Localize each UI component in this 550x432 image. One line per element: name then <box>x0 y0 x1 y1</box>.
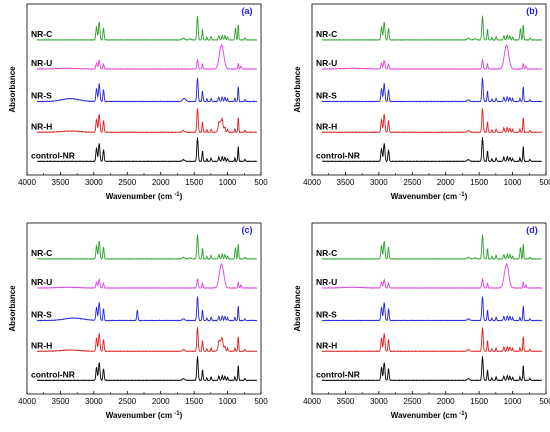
series-label: NR-U <box>31 277 52 287</box>
x-tick-label: 1500 <box>470 397 488 406</box>
x-tick-label: 3000 <box>370 178 388 187</box>
series-line-nr-u <box>36 263 258 290</box>
x-axis-title: Wavenumber (cm -1) <box>106 411 183 420</box>
series-line-nr-h <box>36 327 258 353</box>
series-line-control-nr <box>321 356 543 382</box>
x-tick-label: 1500 <box>185 397 203 406</box>
x-tick-label: 4000 <box>18 178 36 187</box>
series-label: NR-C <box>31 29 52 39</box>
x-tick-label: 3500 <box>337 178 355 187</box>
series-line-nr-u <box>321 44 543 70</box>
x-tick-label: 1000 <box>504 397 522 406</box>
x-axis-title: Wavenumber (cm -1) <box>391 411 468 420</box>
panel-1: NR-C NR-U NR-S NR-H control-NR (a) 4000 3500 300… <box>8 3 268 201</box>
series-label: control-NR <box>316 369 360 379</box>
panel-2: NR-C NR-U NR-S NR-H control-NR (b) 4000 3500 300… <box>293 3 550 201</box>
series-line-nr-c <box>321 234 542 261</box>
series-line-nr-u <box>36 44 258 70</box>
x-tick-label: 3500 <box>52 178 70 187</box>
series-line-control-nr <box>37 137 258 163</box>
series-line-nr-s <box>37 77 258 103</box>
y-axis-title: Absorbance <box>293 285 302 332</box>
x-tick-label: 2500 <box>118 397 136 406</box>
series-label: NR-U <box>316 277 337 287</box>
series-line-nr-s <box>322 77 543 103</box>
series-label: NR-C <box>316 248 337 258</box>
x-tick-label: 4000 <box>18 397 36 406</box>
x-tick-label: 1000 <box>219 397 237 406</box>
x-axis-title: Wavenumber (cm -1) <box>391 192 468 201</box>
series-line-nr-h <box>36 108 258 134</box>
series-line-nr-u <box>322 263 543 289</box>
x-tick-label: 3500 <box>337 397 355 406</box>
series-label: NR-H <box>31 121 52 131</box>
series-line-nr-c <box>36 15 258 41</box>
series-line-nr-s <box>321 296 543 322</box>
series-label: NR-S <box>316 309 337 319</box>
x-tick-label: 2000 <box>437 397 455 406</box>
series-label: NR-U <box>31 58 52 68</box>
y-axis-title: Absorbance <box>293 66 302 113</box>
x-tick-label: 500 <box>254 397 268 406</box>
x-tick-label: 1000 <box>504 178 522 187</box>
x-tick-label: 1500 <box>185 178 203 187</box>
x-tick-label: 2000 <box>437 178 455 187</box>
series-line-nr-c <box>321 15 543 41</box>
series-label: NR-C <box>31 248 52 258</box>
series-label: NR-S <box>31 90 52 100</box>
panel-3: NR-C NR-U NR-S NR-H control-NR (c) 4000 3500 300… <box>8 222 268 420</box>
panel-label: (a) <box>242 6 253 16</box>
x-tick-label: 3000 <box>85 397 103 406</box>
y-axis-title: Absorbance <box>8 285 17 332</box>
x-tick-label: 500 <box>539 397 550 406</box>
panel-label: (b) <box>526 6 538 16</box>
x-tick-label: 500 <box>254 178 268 187</box>
series-line-nr-c <box>36 234 258 261</box>
series-label: NR-C <box>316 29 337 39</box>
x-tick-label: 2500 <box>118 178 136 187</box>
x-tick-label: 2000 <box>152 178 170 187</box>
x-tick-label: 4000 <box>303 178 321 187</box>
series-label: control-NR <box>31 369 75 379</box>
series-line-control-nr <box>36 356 258 382</box>
x-tick-label: 2500 <box>403 178 421 187</box>
series-label: NR-H <box>316 121 337 131</box>
x-tick-label: 2500 <box>403 397 421 406</box>
y-axis-title: Absorbance <box>8 66 17 113</box>
x-tick-label: 4000 <box>303 397 321 406</box>
x-tick-label: 1500 <box>470 178 488 187</box>
series-label: NR-S <box>31 309 52 319</box>
panel-label: (d) <box>526 225 538 235</box>
x-tick-label: 500 <box>539 178 550 187</box>
series-line-nr-h <box>321 327 543 353</box>
series-label: NR-U <box>316 58 337 68</box>
x-tick-label: 3500 <box>52 397 70 406</box>
panel-4: NR-C NR-U NR-S NR-H control-NR (d) 4000 3500 300… <box>293 222 550 420</box>
x-tick-label: 1000 <box>219 178 237 187</box>
series-label: NR-H <box>316 340 337 350</box>
x-axis-title: Wavenumber (cm -1) <box>106 192 183 201</box>
x-tick-label: 2000 <box>152 397 170 406</box>
series-label: NR-S <box>316 90 337 100</box>
x-tick-label: 3000 <box>370 397 388 406</box>
series-label: NR-H <box>31 340 52 350</box>
series-line-nr-s <box>36 296 258 322</box>
x-tick-label: 3000 <box>85 178 103 187</box>
series-label: control-NR <box>316 150 360 160</box>
series-line-control-nr <box>322 137 543 163</box>
series-line-nr-h <box>321 108 543 134</box>
panel-label: (c) <box>242 225 253 235</box>
series-label: control-NR <box>31 150 75 160</box>
